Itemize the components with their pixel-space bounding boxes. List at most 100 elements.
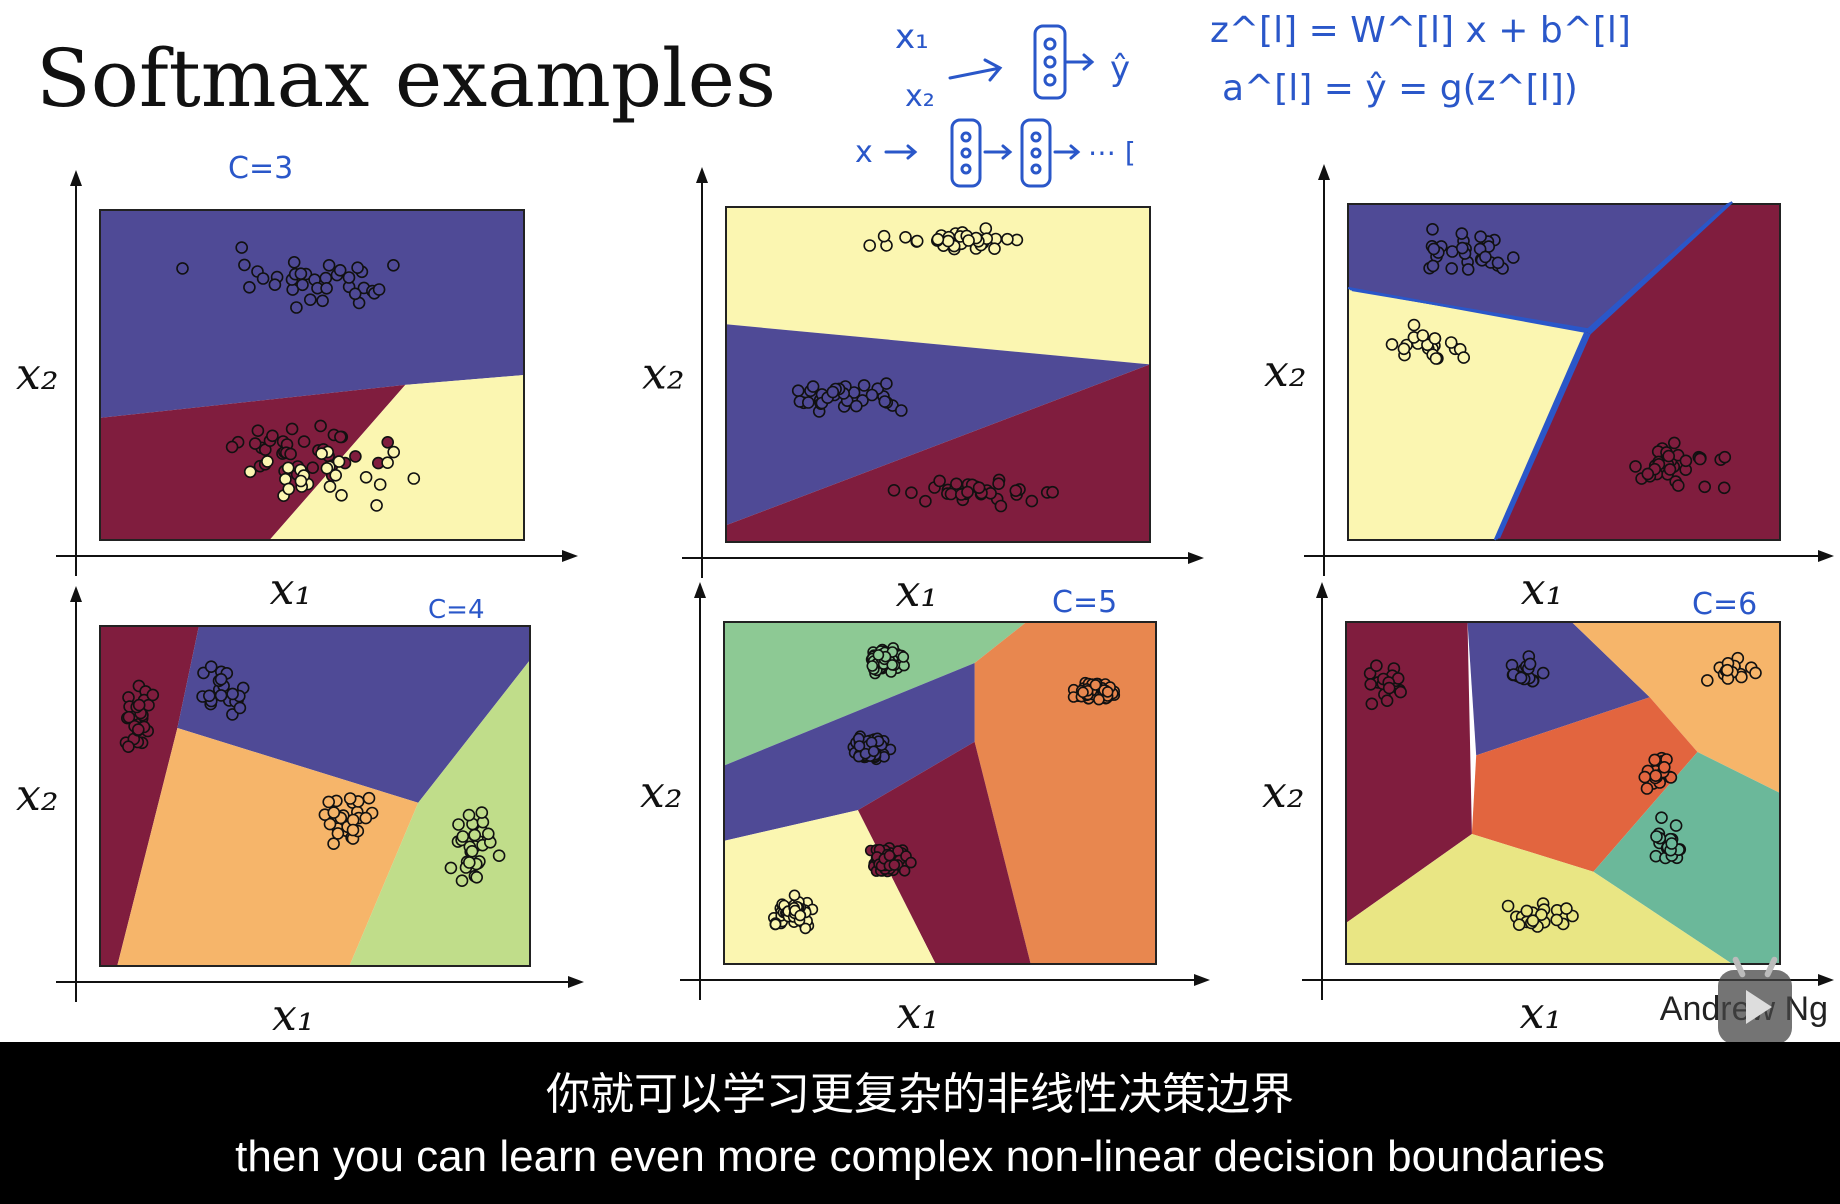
data-point (1445, 262, 1458, 275)
data-point (1679, 454, 1693, 468)
data-point (853, 740, 866, 752)
data-point (867, 745, 880, 758)
decision-region-red_orange (1471, 697, 1698, 872)
x-axis-arrow (568, 976, 584, 988)
note-c4: C=4 (428, 595, 484, 625)
data-point (1397, 342, 1411, 356)
data-point (961, 485, 974, 499)
data-point (225, 440, 239, 454)
data-point (1426, 259, 1440, 273)
data-point (251, 424, 265, 438)
note-x1: x₁ (895, 17, 929, 57)
data-point (944, 487, 958, 501)
data-point (1523, 657, 1537, 671)
data-point (1655, 811, 1668, 825)
data-point (1089, 679, 1102, 691)
data-point (950, 477, 963, 491)
data-point (1370, 659, 1383, 673)
data-point (290, 301, 303, 314)
data-point (1520, 904, 1534, 918)
data-point (122, 740, 135, 754)
video-player-icon[interactable] (1718, 955, 1792, 1042)
data-point (788, 889, 801, 902)
data-point (303, 293, 317, 307)
y-axis-arrow (70, 170, 82, 186)
data-point (1427, 242, 1441, 256)
data-point (1385, 338, 1399, 351)
data-point (233, 701, 247, 715)
data-point (331, 827, 345, 840)
x-axis-label: x₁ (270, 564, 312, 615)
data-point (381, 435, 395, 449)
data-point (465, 844, 479, 858)
plot-frame (1347, 203, 1781, 541)
data-point (1526, 914, 1540, 928)
data-point (1721, 663, 1734, 677)
data-point (1365, 697, 1379, 711)
data-point (1426, 223, 1439, 236)
data-point (323, 480, 337, 493)
decision-region-purple (1467, 622, 1650, 756)
data-point (1364, 677, 1377, 691)
data-point (1491, 256, 1505, 270)
data-point (849, 399, 863, 413)
y-axis-label: x₂ (1262, 767, 1304, 818)
y-axis-arrow (1316, 582, 1328, 598)
data-point (320, 281, 333, 295)
data-point (919, 494, 932, 508)
data-point (1501, 899, 1515, 913)
data-point (1665, 837, 1678, 850)
data-point (979, 222, 993, 235)
data-point (1629, 460, 1642, 473)
data-point (1416, 329, 1430, 342)
data-point (381, 456, 394, 470)
data-point (329, 468, 343, 482)
data-point (1514, 671, 1528, 685)
x-axis-arrow (1194, 974, 1210, 986)
data-point (1662, 449, 1675, 463)
data-point (1749, 666, 1762, 680)
data-point (176, 262, 189, 275)
data-point (1009, 484, 1023, 498)
data-point (362, 791, 376, 805)
decision-region-maroon (1346, 622, 1472, 923)
y-axis-label: x₂ (1264, 346, 1306, 397)
data-point (1669, 819, 1683, 832)
data-point (1380, 694, 1394, 708)
plot-frame (1345, 621, 1781, 965)
data-point (887, 483, 901, 497)
data-point (878, 395, 892, 408)
plot-frame (99, 625, 531, 967)
x-axis-label: x₁ (1520, 988, 1562, 1039)
hand-drawn-boundary (1497, 333, 1591, 539)
handwritten-annotations: x₁ x₂ ŷ ⋯ [ x z^[l] = W^[l] x + b^[l] a^… (228, 10, 1757, 625)
data-point (238, 258, 251, 272)
data-point (910, 234, 924, 248)
data-point (452, 818, 465, 831)
note-yhat: ŷ (1110, 49, 1130, 89)
data-point (243, 280, 256, 294)
data-point (481, 827, 495, 841)
y-axis-arrow (696, 167, 708, 183)
y-axis-label: x₂ (640, 767, 682, 818)
data-point (334, 430, 347, 444)
data-point (897, 651, 910, 663)
data-point (343, 792, 357, 805)
data-point (1650, 830, 1663, 843)
data-point (294, 474, 308, 488)
data-point (1093, 693, 1105, 706)
data-point (826, 385, 840, 399)
data-point (1444, 336, 1458, 349)
data-point (865, 388, 879, 402)
note-c6: C=6 (1692, 587, 1757, 622)
data-point (294, 267, 308, 281)
decision-region-purple (177, 626, 530, 803)
data-point (1461, 263, 1475, 276)
data-point (1429, 352, 1443, 365)
chart-4: x₁ x₂ (16, 586, 584, 1041)
x-axis-arrow (1818, 974, 1834, 986)
data-point (333, 263, 347, 277)
data-point (214, 672, 228, 686)
data-point (282, 482, 296, 496)
data-point (332, 455, 346, 468)
